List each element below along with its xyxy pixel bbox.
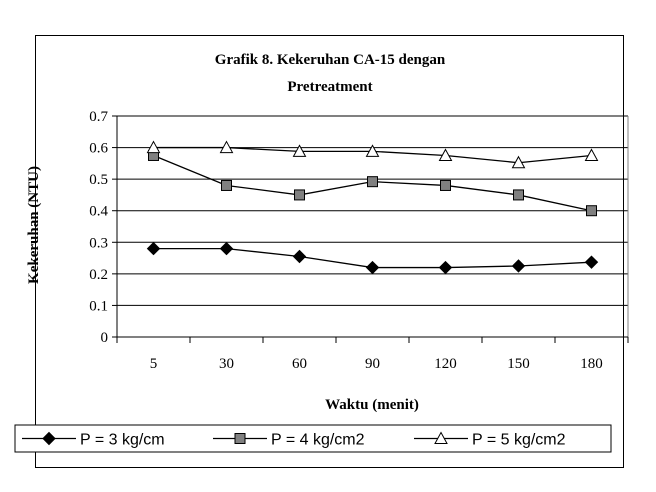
data-point-square: [221, 179, 232, 191]
legend-label: P = 3 kg/cm: [80, 432, 165, 449]
legend: P = 3 kg/cm P = 4 kg/cm2 P = 5 kg/cm2: [14, 424, 612, 453]
legend-label: P = 4 kg/cm2: [271, 432, 365, 449]
x-tick-label: 30: [219, 356, 234, 372]
x-tick-label: 90: [365, 356, 380, 372]
y-tick-label: 0.1: [89, 298, 108, 314]
data-point-triangle: [292, 144, 307, 157]
y-tick-label: 0.4: [89, 204, 108, 220]
y-tick-label: 0.3: [89, 235, 108, 251]
data-point-diamond: [42, 431, 56, 446]
chart-subtitle: Pretreatment: [287, 79, 372, 95]
legend-label: P = 5 kg/cm2: [472, 432, 566, 449]
data-point-diamond: [511, 259, 526, 273]
y-tick-label: 0.2: [89, 267, 108, 283]
data-point-triangle: [434, 431, 448, 444]
plot-area: 0 0.1 0.2 0.3 0.4 0.5 0.6 0.7 5 30 60 90 120 150 180: [89, 109, 629, 372]
data-point-triangle: [438, 148, 453, 161]
chart-frame: [35, 35, 624, 468]
data-point-diamond: [292, 249, 307, 264]
y-axis-title: Kekeruhan (NTU): [26, 166, 42, 284]
y-tick-label: 0.5: [89, 172, 108, 188]
data-point-triangle: [365, 144, 380, 157]
x-tick-label: 180: [580, 356, 603, 372]
y-tick-label: 0.7: [89, 109, 108, 125]
data-point-square: [440, 179, 451, 191]
data-point-diamond: [438, 260, 453, 275]
x-axis-title: Waktu (menit): [325, 397, 419, 413]
x-tick-label: 60: [292, 356, 307, 372]
data-point-diamond: [146, 241, 161, 256]
data-point-square: [367, 176, 378, 188]
data-point-diamond: [365, 260, 380, 275]
chart-title: Grafik 8. Kekeruhan CA-15 dengan: [215, 52, 446, 68]
data-point-square: [294, 189, 305, 201]
data-point-triangle: [219, 140, 234, 154]
data-point-diamond: [584, 255, 599, 269]
legend-box: [14, 424, 612, 453]
data-point-triangle: [584, 148, 599, 161]
data-point-square: [234, 433, 246, 444]
y-tick-label: 0.6: [89, 141, 108, 157]
data-point-triangle: [511, 155, 526, 169]
x-tick-label: 150: [507, 356, 530, 372]
data-point-square: [586, 205, 597, 217]
data-point-diamond: [219, 241, 234, 256]
data-point-triangle: [146, 140, 161, 154]
x-tick-label: 5: [150, 356, 158, 372]
x-tick-label: 120: [434, 356, 457, 372]
data-point-square: [513, 189, 524, 201]
y-tick-label: 0: [101, 330, 109, 346]
